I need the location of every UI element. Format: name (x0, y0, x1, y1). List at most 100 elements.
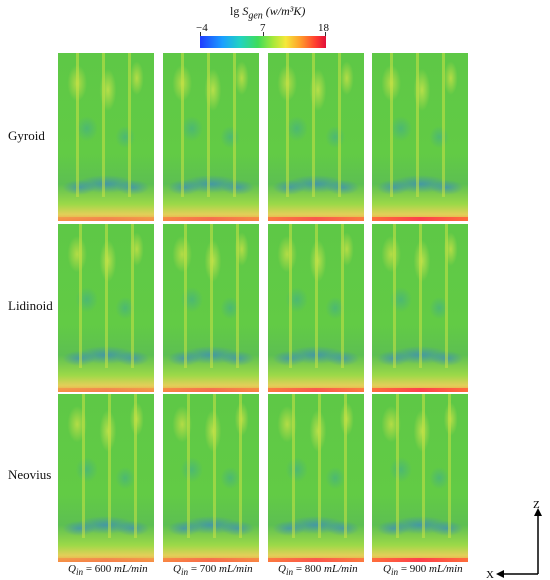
hot-wall-band (58, 558, 154, 562)
x-axis-label: X (486, 569, 494, 580)
column-label-prefix: Q (278, 563, 286, 575)
row-label-gyroid: Gyroid (8, 128, 45, 143)
colorbar-title-symbol: S (242, 4, 249, 18)
flow-streak (416, 53, 419, 197)
contour-panel-neovius-800 (268, 394, 364, 562)
x-axis-arrowhead (496, 570, 504, 578)
column-label-value: = 900 (400, 563, 427, 575)
flow-streak (390, 53, 393, 197)
column-label-prefix: Q (173, 563, 181, 575)
contour-panel-neovius-600 (58, 394, 154, 562)
flow-streak (318, 394, 321, 538)
colorbar-title-prefix: lg (230, 4, 240, 18)
coordinate-axes: Z X (486, 500, 542, 580)
column-label-subscript: in (180, 567, 189, 578)
flow-streak (108, 394, 111, 538)
hot-wall-band (372, 388, 468, 392)
flow-streak (213, 394, 216, 538)
contour-panel-gyroid-900 (372, 53, 468, 221)
column-label-prefix: Q (383, 563, 391, 575)
colorbar-title-unit: (w/m³K) (265, 4, 306, 18)
colorbar: lg Sgen (w/m³K) −4 7 18 (196, 0, 330, 50)
flow-streak (181, 53, 184, 197)
flow-streak (341, 224, 344, 368)
hot-wall-band (268, 217, 364, 221)
flow-streak (344, 394, 347, 538)
hot-wall-band (58, 217, 154, 221)
hot-wall-band (372, 558, 468, 562)
flow-streak (76, 53, 79, 197)
flow-streak (128, 53, 131, 197)
flow-streak (184, 224, 187, 368)
flow-streak (312, 53, 315, 197)
flow-streak (338, 53, 341, 197)
flow-streak (187, 394, 190, 538)
contour-panel-gyroid-800 (268, 53, 364, 221)
column-label-unit: mL/min (114, 563, 148, 575)
row-label-neovius: Neovius (8, 467, 52, 482)
hot-wall-band (372, 217, 468, 221)
flow-streak (289, 224, 292, 368)
contour-panel-lidinoid-700 (163, 224, 259, 392)
z-axis-label: Z (533, 500, 540, 511)
contour-panel-lidinoid-900 (372, 224, 468, 392)
flow-streak (396, 394, 399, 538)
colorbar-max-label: 18 (318, 22, 329, 34)
flow-streak (210, 224, 213, 368)
flow-streak (442, 53, 445, 197)
flow-streak (286, 53, 289, 197)
hot-wall-band (268, 388, 364, 392)
flow-streak (445, 224, 448, 368)
column-label-unit: mL/min (219, 563, 253, 575)
column-label-subscript: in (390, 567, 399, 578)
flow-streak (393, 224, 396, 368)
column-label-600: Qin = 600 mL/min (68, 563, 148, 577)
column-label-subscript: in (75, 567, 84, 578)
hot-wall-band (58, 388, 154, 392)
column-label-subscript: in (285, 567, 294, 578)
flow-streak (82, 394, 85, 538)
colorbar-title-subscript: gen (248, 10, 263, 22)
contour-panel-gyroid-600 (58, 53, 154, 221)
flow-streak (131, 224, 134, 368)
flow-streak (292, 394, 295, 538)
flow-streak (233, 53, 236, 197)
flow-streak (102, 53, 105, 197)
flow-streak (448, 394, 451, 538)
colorbar-tick-min (200, 32, 201, 37)
contour-panel-gyroid-700 (163, 53, 259, 221)
colorbar-tick-mid (263, 32, 264, 37)
flow-streak (239, 394, 242, 538)
colorbar-min-label: −4 (196, 22, 208, 34)
hot-wall-band (268, 558, 364, 562)
hot-wall-band (163, 558, 259, 562)
colorbar-mid-label: 7 (260, 22, 266, 34)
contour-panel-lidinoid-800 (268, 224, 364, 392)
hot-wall-band (163, 217, 259, 221)
colorbar-gradient (200, 36, 326, 48)
colorbar-tick-max (325, 32, 326, 37)
column-label-value: = 800 (295, 563, 322, 575)
column-label-unit: mL/min (324, 563, 358, 575)
flow-streak (105, 224, 108, 368)
flow-streak (207, 53, 210, 197)
contour-panel-neovius-700 (163, 394, 259, 562)
contour-panel-neovius-900 (372, 394, 468, 562)
flow-streak (134, 394, 137, 538)
flow-streak (422, 394, 425, 538)
column-label-700: Qin = 700 mL/min (173, 563, 253, 577)
flow-streak (419, 224, 422, 368)
column-label-value: = 700 (190, 563, 217, 575)
column-label-value: = 600 (85, 563, 112, 575)
row-label-lidinoid: Lidinoid (8, 298, 53, 313)
flow-streak (315, 224, 318, 368)
contour-panel-lidinoid-600 (58, 224, 154, 392)
flow-streak (79, 224, 82, 368)
colorbar-title: lg Sgen (w/m³K) (230, 4, 305, 21)
z-axis-arrowhead (534, 508, 542, 516)
flow-streak (236, 224, 239, 368)
column-label-800: Qin = 800 mL/min (278, 563, 358, 577)
column-label-prefix: Q (68, 563, 76, 575)
column-label-900: Qin = 900 mL/min (383, 563, 463, 577)
column-label-unit: mL/min (429, 563, 463, 575)
